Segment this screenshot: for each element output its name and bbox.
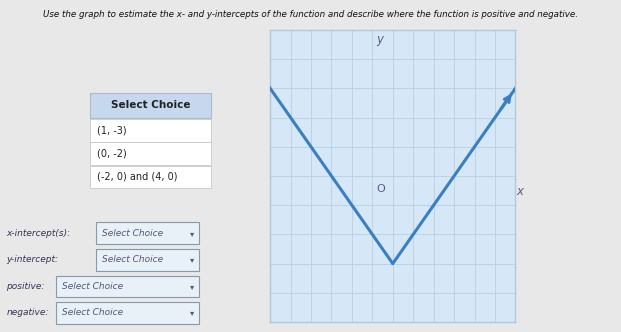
FancyBboxPatch shape — [90, 119, 211, 142]
Text: ▾: ▾ — [189, 308, 194, 317]
FancyBboxPatch shape — [96, 249, 199, 271]
Text: O: O — [376, 184, 385, 194]
Text: negative:: negative: — [6, 308, 48, 317]
Text: Select Choice: Select Choice — [62, 282, 123, 291]
Text: x: x — [517, 185, 524, 198]
Text: Select Choice: Select Choice — [102, 229, 163, 238]
Text: (1, -3): (1, -3) — [97, 125, 127, 135]
FancyBboxPatch shape — [90, 142, 211, 165]
Text: Select Choice: Select Choice — [102, 255, 163, 264]
Text: ▾: ▾ — [189, 282, 194, 291]
Text: Use the graph to estimate the x- and y-intercepts of the function and describe w: Use the graph to estimate the x- and y-i… — [43, 10, 578, 19]
FancyBboxPatch shape — [96, 222, 199, 244]
FancyBboxPatch shape — [56, 276, 199, 297]
Text: positive:: positive: — [6, 282, 45, 291]
FancyBboxPatch shape — [90, 93, 211, 118]
Text: y-intercept:: y-intercept: — [6, 255, 58, 264]
Text: Select Choice: Select Choice — [62, 308, 123, 317]
Text: Select Choice: Select Choice — [111, 100, 191, 111]
FancyBboxPatch shape — [90, 166, 211, 188]
Text: (-2, 0) and (4, 0): (-2, 0) and (4, 0) — [97, 172, 178, 182]
Text: ▾: ▾ — [189, 255, 194, 264]
Text: y: y — [376, 33, 383, 46]
Text: x-intercept(s):: x-intercept(s): — [6, 229, 70, 238]
Text: (0, -2): (0, -2) — [97, 149, 127, 159]
Text: ▾: ▾ — [189, 229, 194, 238]
FancyBboxPatch shape — [56, 302, 199, 324]
